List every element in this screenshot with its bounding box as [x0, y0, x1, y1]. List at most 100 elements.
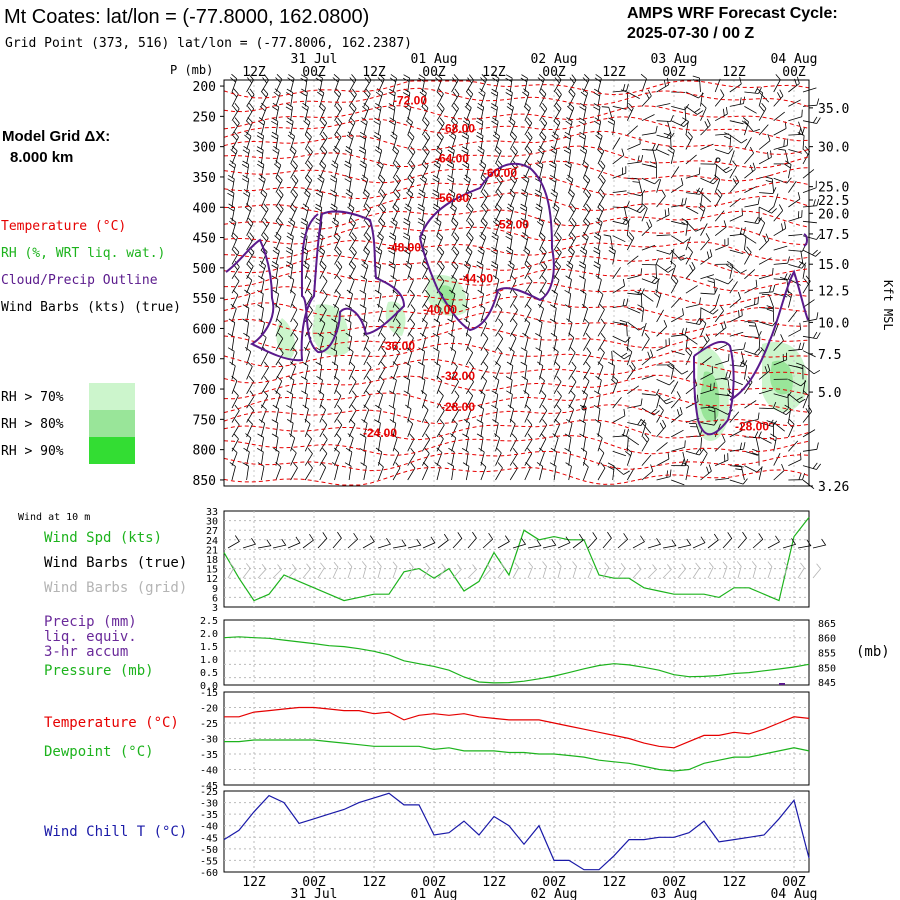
wind-barb [334, 117, 343, 136]
wind-barb [656, 404, 664, 423]
bottom-hour-label: 00Z [422, 875, 446, 890]
wind-barb-grid [812, 563, 822, 579]
wind-barb [465, 232, 474, 251]
wind-barb [799, 261, 806, 279]
wind-barb [620, 89, 628, 107]
wind-barb [359, 131, 367, 150]
wind-barb [797, 132, 805, 150]
wind-barb [333, 375, 340, 394]
wind-barb [348, 375, 357, 394]
wind-barb-true [272, 538, 287, 549]
wind-barb [275, 189, 284, 208]
wind-barb [707, 276, 716, 294]
wind-barb [656, 309, 664, 323]
wind-barb [451, 275, 458, 294]
wind-barb [388, 261, 396, 279]
wind-barb [656, 179, 662, 193]
wind-barb [627, 418, 646, 426]
wind-barb [274, 232, 282, 251]
wind-barb [275, 203, 284, 222]
wind-barb [242, 318, 249, 337]
wind-barb [553, 390, 562, 409]
wind-barb [227, 189, 235, 208]
wind-barb-grid [707, 561, 714, 579]
wind-barb [802, 220, 817, 224]
wind-barb [334, 289, 341, 308]
wind-barb [549, 318, 557, 337]
wind-barb [788, 342, 805, 352]
wind-barb [490, 88, 499, 107]
wind-barb [461, 146, 469, 164]
wind-barb [391, 433, 398, 452]
temperature-contour-label: -64.00 [435, 152, 469, 166]
wind-barb [520, 347, 528, 366]
wind-barb [744, 348, 763, 356]
wind-barb [612, 235, 626, 243]
wind-barb [304, 433, 312, 452]
precip-pressure-plot: 2.5 2.0 1.5 1.0 0.5 0.0 865 860 855 850 845 [200, 616, 836, 692]
wind-barb [451, 88, 460, 107]
wind-barb [641, 433, 650, 452]
wind-barb [505, 376, 513, 394]
wind-barb [612, 408, 626, 423]
wind-barb-grid [332, 561, 339, 579]
wind-barb-grid [602, 562, 610, 579]
temperature-contour [223, 160, 810, 184]
legend-temperature: Temperature (°C) [1, 219, 126, 234]
height-tick-label: 5.0 [818, 386, 841, 401]
wind-barb [802, 87, 817, 93]
wind-barb [290, 462, 298, 481]
wind-barb [578, 131, 586, 150]
series-line-pressure-mb- [223, 636, 810, 684]
wind-barb-grid [527, 561, 533, 579]
wind-barb [714, 220, 727, 237]
wind-barb [287, 131, 295, 150]
wind-barb-grid [422, 562, 431, 579]
pressure-tick-label: 400 [193, 201, 216, 216]
legend-windchill: Wind Chill T (°C) [44, 824, 187, 840]
wind-barb [407, 318, 416, 337]
wind-barb [363, 376, 372, 395]
pressure-tick-label: 750 [193, 413, 216, 428]
temperature-contour-label: -72.00 [393, 93, 427, 107]
wind-barb [553, 418, 561, 438]
wind-barb [773, 204, 784, 222]
y-tick-label: -25 [200, 787, 218, 798]
wind-barb [421, 318, 428, 337]
wind-barb [388, 88, 396, 107]
wind-barb-true [707, 533, 719, 549]
pressure-tick-label: 850 [193, 474, 216, 489]
wind-barb [407, 131, 415, 150]
height-tick-label: 35.0 [818, 102, 849, 117]
height-tick-label: 7.5 [818, 348, 841, 363]
top-hour-label: 00Z [422, 65, 446, 80]
wind-barb [300, 88, 308, 107]
temperature-contour [223, 419, 810, 441]
wind-barb [359, 289, 367, 308]
wind-barb [524, 462, 531, 481]
wind-barb-true [602, 531, 612, 549]
wind-barb [551, 131, 559, 150]
wind-barb-true [242, 537, 257, 549]
wind-barb [741, 117, 749, 136]
wind-barb-true [542, 538, 557, 549]
wind-barb [734, 464, 745, 481]
wind-barb-grid [227, 562, 235, 579]
wind-barb [626, 467, 635, 481]
series-line-wind-spd-kts- [223, 517, 810, 602]
wind-barb-true [287, 536, 301, 549]
bottom-hour-label: 00Z [662, 875, 686, 890]
wind-barb [744, 465, 763, 473]
wind-barb [729, 249, 744, 255]
wind-barb [505, 88, 513, 107]
wind-barb [378, 375, 385, 394]
wind-barb-true [812, 538, 827, 549]
wind-barb [334, 103, 343, 121]
wind-barb [378, 347, 387, 366]
top-hour-label: 00Z [782, 65, 806, 80]
wind-barb [464, 102, 472, 121]
wind-barb [641, 219, 653, 236]
wind-barb [290, 447, 297, 466]
pressure-tick-label: 450 [193, 232, 216, 247]
wind-barb [361, 260, 369, 279]
